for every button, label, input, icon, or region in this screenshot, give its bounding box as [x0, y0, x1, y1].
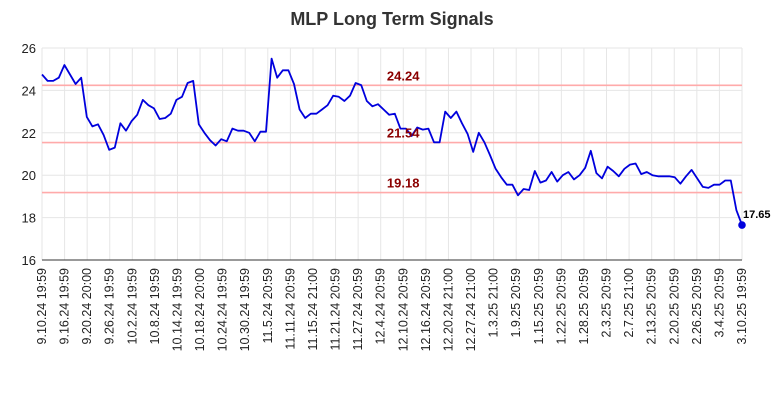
reference-line-label: 19.18 [387, 176, 420, 191]
x-tick-label: 11.15.24 21:00 [306, 268, 320, 351]
chart-title: MLP Long Term Signals [290, 9, 493, 29]
y-tick-label: 24 [22, 83, 36, 98]
x-tick-label: 2.7.25 21:00 [622, 268, 636, 338]
x-tick-label: 3.10.25 19:59 [735, 268, 749, 345]
y-axis-ticks: 16 18 20 22 24 26 [22, 41, 36, 268]
series-line [41, 57, 743, 226]
x-tick-label: 3.4.25 20:59 [712, 268, 726, 338]
x-tick-label: 10.30.24 19:59 [238, 268, 252, 351]
x-axis-ticks: 9.10.24 19:59 9.16.24 19:59 9.20.24 20:00 9… [35, 268, 749, 351]
y-tick-label: 18 [22, 211, 36, 226]
reference-lines [42, 84, 742, 194]
last-point-label: 17.65 [743, 209, 771, 221]
x-tick-label: 1.9.25 20:59 [509, 268, 523, 338]
y-tick-label: 26 [22, 41, 36, 56]
x-tick-label: 11.5.24 20:59 [261, 268, 275, 344]
x-tick-label: 1.28.25 20:59 [577, 268, 591, 345]
x-tick-label: 9.20.24 20:00 [80, 268, 94, 345]
y-tick-label: 22 [22, 126, 36, 141]
x-tick-label: 11.27.24 20:59 [351, 268, 365, 351]
x-tick-label: 10.8.24 19:59 [148, 268, 162, 345]
y-tick-label: 20 [22, 168, 36, 183]
x-tick-label: 12.20.24 21:00 [441, 268, 455, 351]
x-tick-label: 10.24.24 19:59 [216, 268, 230, 351]
labels: 24.24 21.54 19.18 17.65 [387, 68, 771, 221]
x-tick-label: 11.11.24 20:59 [283, 268, 297, 350]
reference-line-label: 24.24 [387, 68, 420, 83]
x-tick-label: 1.22.25 20:59 [554, 268, 568, 345]
x-tick-label: 9.10.24 19:59 [35, 268, 49, 345]
x-tick-label: 12.10.24 20:59 [396, 268, 410, 351]
x-tick-label: 10.18.24 20:00 [193, 268, 207, 351]
reference-line-label: 21.54 [387, 126, 420, 141]
x-tick-label: 12.4.24 20:59 [374, 268, 388, 345]
x-tick-label: 9.16.24 19:59 [58, 268, 72, 345]
x-tick-label: 2.3.25 20:59 [600, 268, 614, 338]
x-tick-label: 9.26.24 19:59 [103, 268, 117, 345]
x-tick-label: 12.16.24 20:59 [419, 268, 433, 351]
x-tick-label: 12.27.24 21:00 [464, 268, 478, 351]
x-tick-label: 1.15.25 20:59 [532, 268, 546, 345]
x-tick-label: 10.2.24 19:59 [125, 268, 139, 345]
last-point-marker [738, 221, 746, 229]
x-tick-label: 11.21.24 20:59 [329, 268, 343, 351]
x-tick-label: 2.26.25 20:59 [690, 268, 704, 345]
x-tick-label: 1.3.25 21:00 [487, 268, 501, 338]
x-tick-label: 2.20.25 20:59 [667, 268, 681, 345]
x-tick-label: 2.13.25 20:59 [645, 268, 659, 345]
y-tick-label: 16 [22, 253, 36, 268]
series-layer [41, 57, 746, 229]
x-tick-label: 10.14.24 19:59 [170, 268, 184, 351]
